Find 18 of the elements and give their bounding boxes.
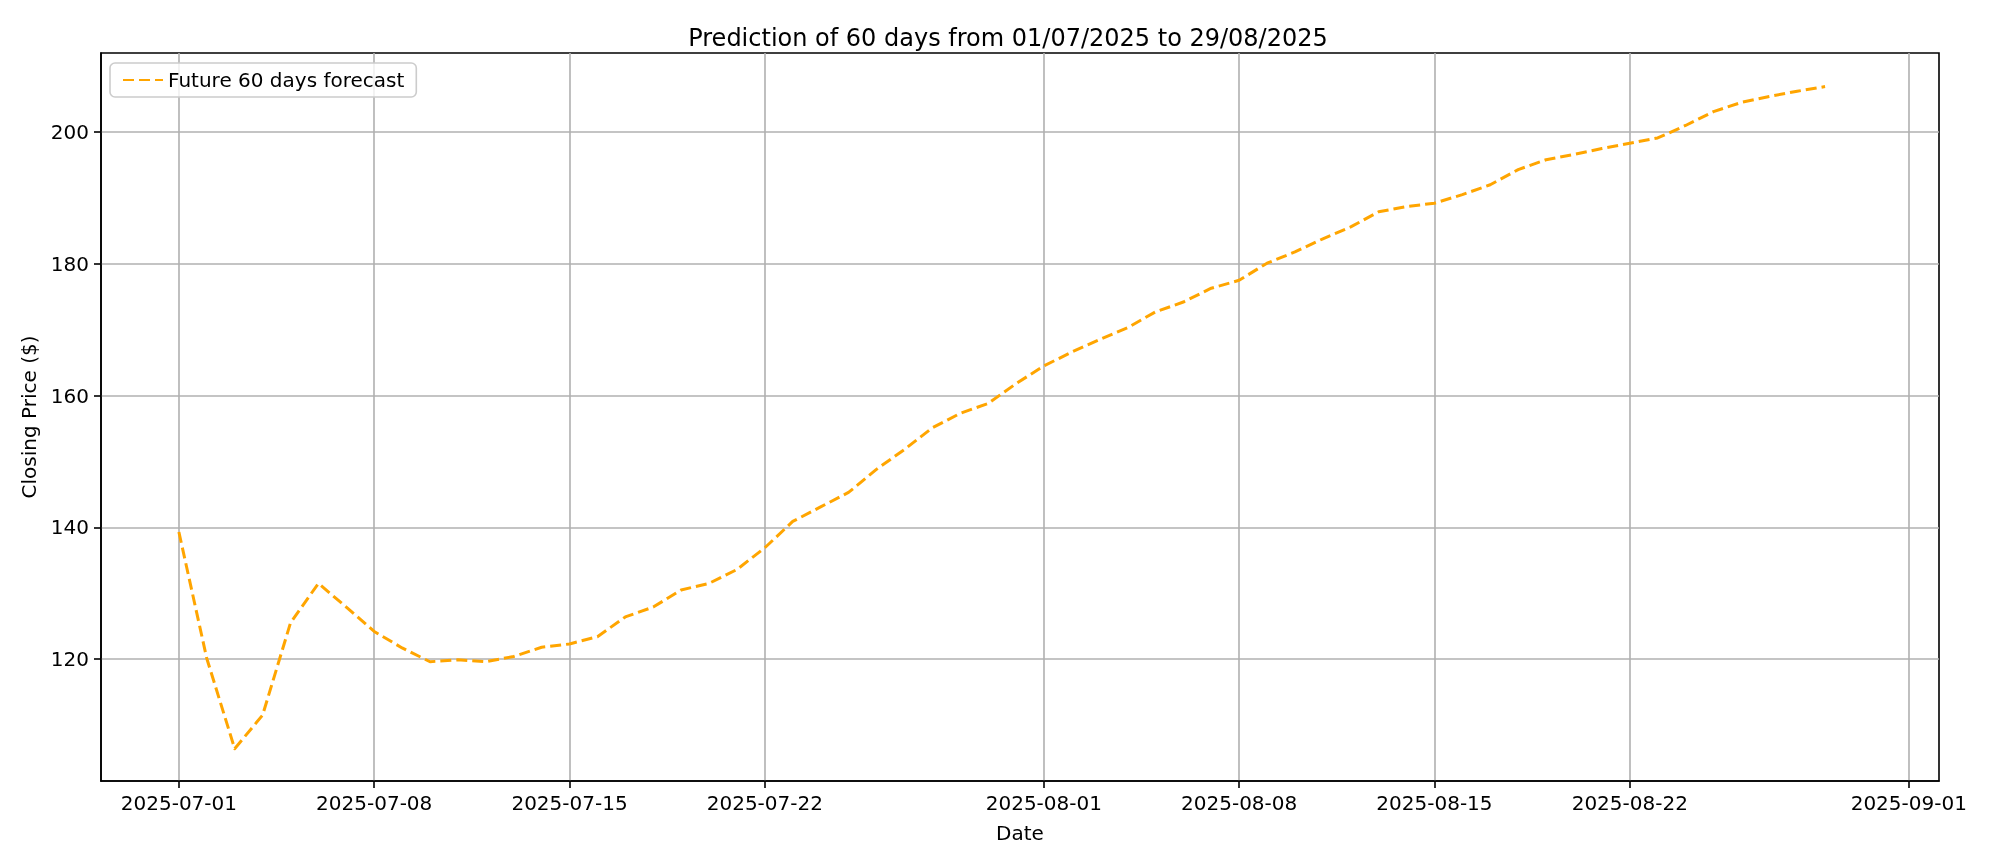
y-tick-label: 200: [50, 120, 89, 145]
y-tick-label: 140: [50, 515, 89, 540]
x-tick-label: 2025-09-01: [1850, 791, 1967, 815]
x-tick-label: 2025-07-15: [511, 791, 628, 815]
x-tick-label: 2025-08-22: [1571, 791, 1688, 815]
chart-title: Prediction of 60 days from 01/07/2025 to 29/08/2025: [688, 24, 1328, 52]
x-tick-label: 2025-08-08: [1181, 791, 1298, 815]
x-tick-label: 2025-07-08: [316, 791, 433, 815]
x-axis-title: Date: [996, 821, 1044, 845]
legend-label: Future 60 days forecast: [168, 68, 405, 92]
x-tick-label: 2025-07-22: [706, 791, 823, 815]
y-tick-label: 120: [50, 647, 89, 672]
x-tick-label: 2025-08-15: [1376, 791, 1493, 815]
y-tick-label: 180: [50, 251, 89, 276]
y-axis-title: Closing Price ($): [17, 335, 41, 499]
x-tick-label: 2025-08-01: [985, 791, 1102, 815]
y-tick-label: 160: [50, 383, 89, 408]
x-tick-label: 2025-07-01: [120, 791, 238, 815]
